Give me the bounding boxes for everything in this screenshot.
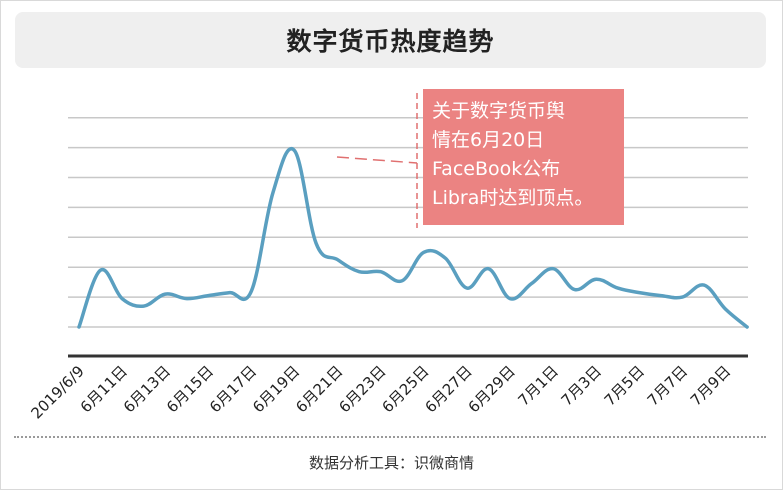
data-point — [509, 297, 512, 300]
data-point — [422, 251, 425, 254]
line-chart: 2019/6/96月11日6月13日6月15日6月17日6月19日6月21日6月… — [27, 93, 749, 422]
data-point — [272, 191, 275, 194]
data-point — [487, 267, 490, 270]
x-tick-label: 6月17日 — [206, 362, 260, 416]
data-point — [573, 288, 576, 291]
data-point — [724, 308, 727, 311]
data-point — [444, 257, 447, 260]
data-point — [379, 270, 382, 273]
data-point — [746, 326, 749, 329]
series-line — [77, 147, 749, 329]
x-tick-label: 6月21日 — [292, 362, 346, 416]
x-tick-label: 7月9日 — [687, 362, 734, 409]
x-tick-label: 7月1日 — [514, 362, 561, 409]
data-point — [164, 293, 167, 296]
title-bar: 数字货币热度趋势 — [15, 12, 766, 68]
data-point — [595, 278, 598, 281]
data-point — [703, 284, 706, 287]
data-point — [293, 149, 296, 152]
x-tick-label: 7月7日 — [644, 362, 691, 409]
x-tick-label: 6月11日 — [77, 362, 131, 416]
data-point — [228, 291, 231, 294]
data-source-label: 数据分析工具：识微商情 — [308, 454, 474, 472]
data-point — [638, 291, 641, 294]
x-tick-label: 6月29日 — [465, 362, 519, 416]
data-point — [78, 326, 81, 329]
data-point — [207, 294, 210, 297]
x-tick-label: 6月15日 — [163, 362, 217, 416]
data-point — [659, 294, 662, 297]
x-tick-label: 2019/6/9 — [27, 362, 87, 422]
data-point — [681, 296, 684, 299]
x-tick-label: 6月13日 — [120, 362, 174, 416]
x-tick-label: 7月5日 — [601, 362, 648, 409]
data-point — [315, 242, 318, 245]
data-point — [552, 267, 555, 270]
data-point — [401, 279, 404, 282]
annotation-leader-dash — [336, 156, 418, 164]
x-tick-label: 6月23日 — [335, 362, 389, 416]
x-tick-label: 6月25日 — [378, 362, 432, 416]
annotation-callout: 关于数字货币舆 情在6月20日 FaceBook公布 Libra时达到顶点。 — [423, 89, 624, 225]
x-tick-label: 6月19日 — [249, 362, 303, 416]
data-point — [616, 287, 619, 290]
data-point — [99, 269, 102, 272]
x-tick-label: 6月27日 — [422, 362, 476, 416]
data-point — [250, 290, 253, 293]
data-point — [336, 258, 339, 261]
data-point — [358, 270, 361, 273]
data-point — [121, 297, 124, 300]
x-tick-label: 7月3日 — [558, 362, 605, 409]
chart-title: 数字货币热度趋势 — [286, 27, 495, 56]
footer-divider — [14, 436, 766, 438]
data-point — [142, 305, 145, 308]
data-point — [530, 282, 533, 285]
data-point — [465, 287, 468, 290]
data-point — [185, 297, 188, 300]
